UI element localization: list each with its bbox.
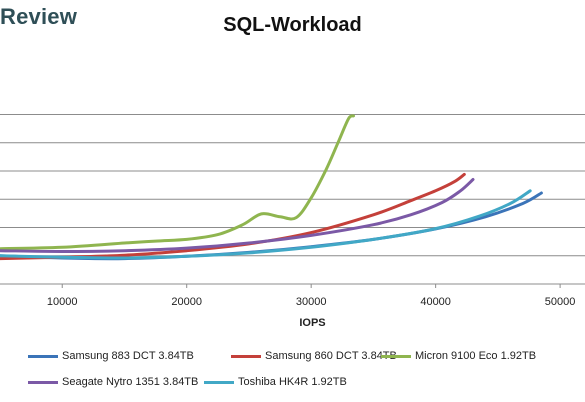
x-axis-label: IOPS bbox=[299, 317, 326, 329]
legend-label-samsung-860: Samsung 860 DCT 3.84TB bbox=[265, 350, 397, 362]
x-tick-label: 50000 bbox=[545, 296, 576, 308]
legend-item-toshiba-hk4r: Toshiba HK4R 1.92TB bbox=[204, 376, 347, 388]
legend-swatch-samsung-860 bbox=[231, 354, 261, 358]
legend-label-seagate-nytro: Seagate Nytro 1351 3.84TB bbox=[62, 376, 199, 388]
legend-row-2: Seagate Nytro 1351 3.84TB Toshiba HK4R 1… bbox=[28, 376, 585, 402]
series-line-micron-9100-eco-1-92tb bbox=[0, 114, 355, 251]
legend-label-toshiba-hk4r: Toshiba HK4R 1.92TB bbox=[238, 376, 347, 388]
legend-swatch-toshiba-hk4r bbox=[204, 380, 234, 384]
x-tick-label: 40000 bbox=[420, 296, 451, 308]
legend-label-micron-9100: Micron 9100 Eco 1.92TB bbox=[415, 350, 537, 362]
x-tick-label: 10000 bbox=[47, 296, 78, 308]
legend-row-1: Samsung 883 DCT 3.84TB Samsung 860 DCT 3… bbox=[28, 350, 585, 376]
chart-legend: Samsung 883 DCT 3.84TB Samsung 860 DCT 3… bbox=[28, 350, 585, 402]
series-line-seagate-nytro-1351-3-84tb bbox=[0, 178, 475, 253]
series-line-samsung-860-dct-3-84tb bbox=[0, 172, 466, 261]
series-line-toshiba-hk4r-1-92tb bbox=[0, 189, 532, 260]
legend-swatch-samsung-883 bbox=[28, 354, 58, 358]
x-tick-label: 30000 bbox=[296, 296, 327, 308]
legend-item-seagate-nytro: Seagate Nytro 1351 3.84TB bbox=[28, 376, 198, 388]
legend-swatch-micron-9100 bbox=[381, 354, 411, 358]
series-line-samsung-883-dct-3-84tb bbox=[0, 191, 543, 261]
legend-label-samsung-883: Samsung 883 DCT 3.84TB bbox=[62, 350, 194, 362]
grid-lines bbox=[0, 114, 585, 257]
chart-title: SQL-Workload bbox=[223, 14, 362, 36]
x-tick-label: 20000 bbox=[171, 296, 202, 308]
series-lines bbox=[0, 114, 543, 261]
legend-item-samsung-860: Samsung 860 DCT 3.84TB bbox=[231, 350, 397, 362]
legend-item-samsung-883: Samsung 883 DCT 3.84TB bbox=[28, 350, 194, 362]
legend-item-micron-9100: Micron 9100 Eco 1.92TB bbox=[381, 350, 536, 362]
legend-swatch-seagate-nytro bbox=[28, 380, 58, 384]
brand-wordmark: Review bbox=[0, 4, 78, 29]
x-axis: 10000 20000 30000 40000 50000 bbox=[0, 283, 585, 308]
